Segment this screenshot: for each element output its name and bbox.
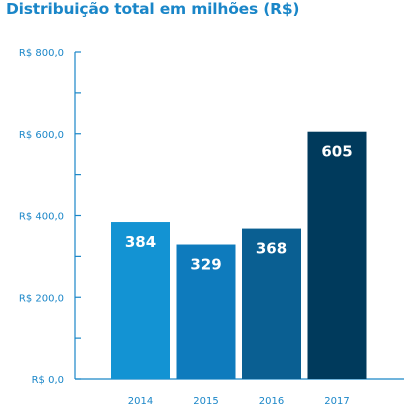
- y-tick-label: R$ 400,0: [19, 212, 64, 223]
- bar-2016: [242, 228, 301, 379]
- data-label: 605: [321, 143, 352, 161]
- chart-labels: R$ 0,0 R$ 200,0 R$ 400,0 R$ 600,0 R$ 800,0 38…: [19, 48, 353, 407]
- x-tick-label: 2014: [128, 396, 153, 407]
- y-tick-label: R$ 200,0: [19, 293, 64, 304]
- bar-2017: [307, 131, 367, 379]
- y-tick-label: R$ 0,0: [32, 375, 64, 386]
- data-label: 384: [125, 233, 156, 251]
- chart-bars: [111, 131, 367, 379]
- bar-2014: [111, 222, 170, 379]
- x-tick-label: 2016: [259, 396, 284, 407]
- y-tick-label: R$ 800,0: [19, 48, 64, 59]
- x-tick-label: 2015: [193, 396, 218, 407]
- y-tick-label: R$ 600,0: [19, 130, 64, 141]
- x-tick-label: 2017: [324, 396, 349, 407]
- data-label: 329: [190, 256, 221, 274]
- data-label: 368: [256, 240, 287, 258]
- bar-2015: [176, 244, 236, 379]
- chart-title: Distribuição total em milhões (R$): [6, 0, 300, 18]
